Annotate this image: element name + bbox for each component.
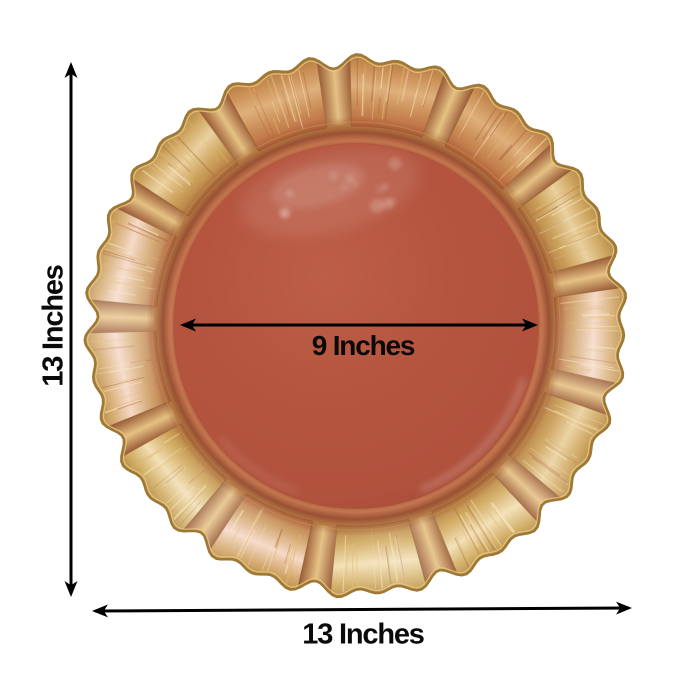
height-dimension-label: 13 Inches xyxy=(37,265,70,387)
inner-diameter-label: 9 Inches xyxy=(311,330,416,361)
plate-artwork xyxy=(83,53,628,599)
width-dimension-label: 13 Inches xyxy=(302,618,425,651)
width-dimension-arrow xyxy=(92,601,632,618)
dimension-arrows xyxy=(64,62,632,618)
